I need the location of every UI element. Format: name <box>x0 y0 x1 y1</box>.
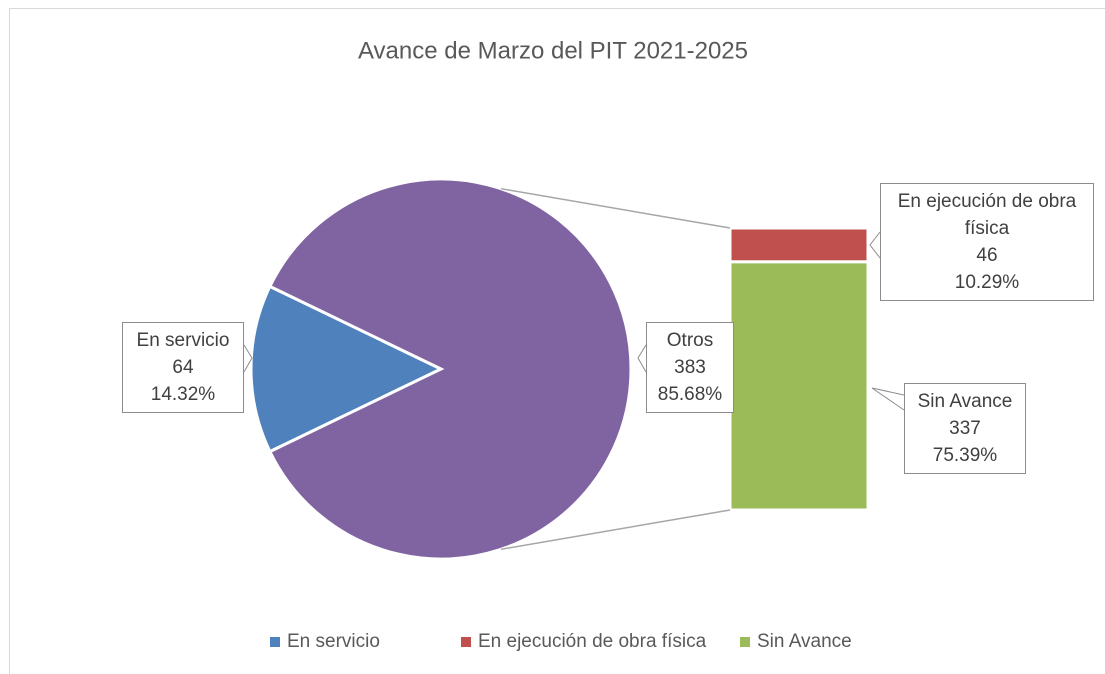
label-pointer <box>637 344 647 373</box>
data-label: En servicio 64 14.32% <box>122 322 244 413</box>
legend-label: En servicio <box>287 631 380 652</box>
label-line: Sin Avance <box>917 391 1013 412</box>
label-line: Otros <box>666 330 714 351</box>
label-line: 75.39% <box>932 445 998 466</box>
data-label: En ejecución de obra física 46 10.29% <box>880 183 1094 301</box>
label-line: En ejecución de obra física <box>897 191 1077 239</box>
chart-title: Avance de Marzo del PIT 2021-2025 <box>358 37 748 64</box>
label-pointer <box>869 231 881 259</box>
data-label: Sin Avance 337 75.39% <box>904 383 1026 474</box>
bar-segment <box>728 260 870 512</box>
frame <box>9 8 1105 674</box>
pie-slice <box>267 177 633 561</box>
bar-segment <box>728 226 870 264</box>
label-line: 14.32% <box>150 384 216 405</box>
connector <box>500 509 731 551</box>
legend-swatch <box>270 637 280 647</box>
label-pointer <box>871 387 905 411</box>
label-line: 85.68% <box>657 384 723 405</box>
legend-label: En ejecución de obra física <box>478 631 707 652</box>
label-line: 46 <box>976 245 998 266</box>
connector <box>500 187 731 229</box>
label-line: En servicio <box>136 330 230 351</box>
label-line: 10.29% <box>954 272 1020 293</box>
label-pointer <box>243 344 253 373</box>
legend-swatch <box>461 637 471 647</box>
data-label: Otros 383 85.68% <box>646 322 734 413</box>
legend-swatch <box>740 637 750 647</box>
legend-label: Sin Avance <box>757 631 852 652</box>
label-line: 64 <box>172 357 194 378</box>
label-line: 383 <box>674 357 706 378</box>
label-line: 337 <box>949 418 981 439</box>
pie-slice <box>249 284 445 454</box>
